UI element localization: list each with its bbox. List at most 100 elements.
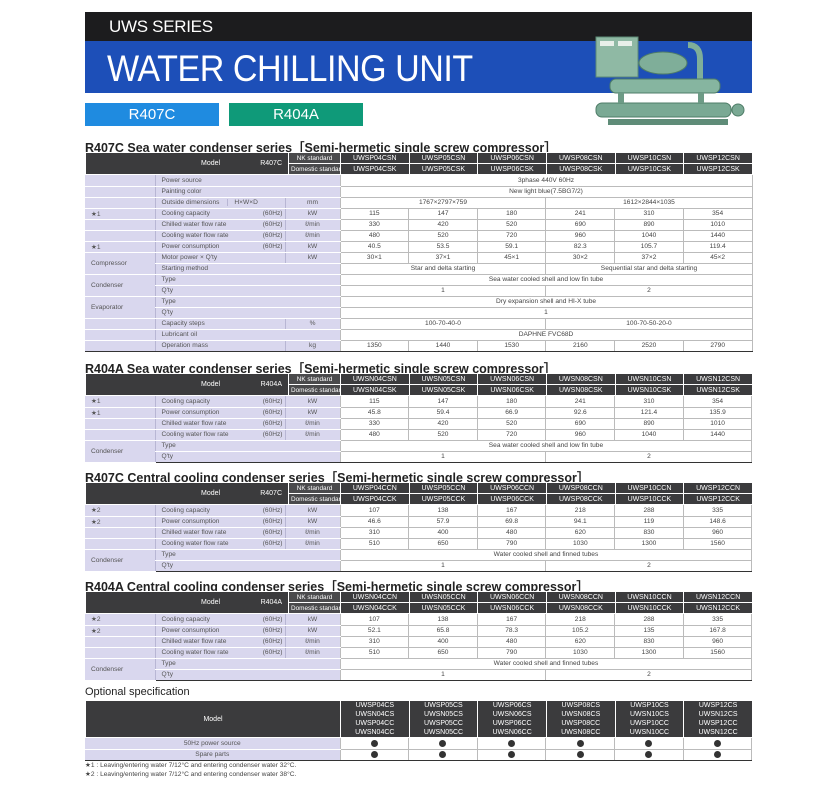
value-cell: 480 — [476, 527, 547, 539]
value-cell: 620 — [545, 527, 616, 539]
model-name-nk: UWSN04CCN — [340, 591, 410, 603]
model-name: UWSP05CC — [424, 720, 463, 727]
note-star — [85, 647, 155, 659]
value-cell: 115 — [339, 396, 410, 408]
model-name-domestic: UWSP06CSK — [477, 163, 547, 175]
value-cell: 1030 — [545, 647, 616, 659]
unit-label: kW — [284, 505, 340, 517]
unit-label: kW — [284, 252, 341, 264]
row-label-text: Type — [161, 660, 176, 667]
frequency-label: (60Hz) — [262, 540, 283, 547]
nk-standard-label: NK standard — [288, 482, 341, 494]
row-label-text: Type — [161, 298, 176, 305]
value-cell: 2 — [545, 451, 753, 463]
value-cell: Sea water cooled shell and low fin tube — [339, 440, 753, 452]
value-cell: 241 — [545, 396, 616, 408]
value-cell: Star and delta starting — [339, 263, 547, 275]
note-star: ★2 — [85, 625, 155, 637]
row-label: Q'ty — [154, 307, 341, 319]
value-cell: 180 — [476, 396, 547, 408]
model-names: UWSP05CS UWSN05CS UWSP05CC UWSN05CC — [408, 700, 479, 738]
value-cell: 480 — [339, 429, 410, 441]
model-name: UWSP06CS — [492, 702, 532, 709]
unit-label: kW — [284, 625, 340, 637]
row-label: Cooling capacity (60Hz) — [154, 208, 285, 220]
model-name-domestic: UWSP12CCK — [683, 493, 753, 505]
table-row: Power source 3phase 440V 60Hz — [85, 175, 753, 187]
section-title: R404A Sea water condenser series［Semi-he… — [85, 362, 557, 376]
value-cell: 1030 — [545, 538, 616, 550]
row-label-text: Power consumption — [161, 409, 220, 416]
frequency-label: (60Hz) — [262, 638, 283, 645]
header-row: Model R407C NK standard UWSP04CCN UWSP05CCN U… — [85, 482, 753, 505]
table-row: Q'ty 1 2 — [85, 285, 753, 297]
table-row: Q'ty 1 2 — [85, 560, 753, 572]
unit-label: kg — [284, 340, 341, 352]
value-cell: 2790 — [682, 340, 753, 352]
table-row: Chilled water flow rate (60Hz) ℓ/min 310 400… — [85, 636, 753, 648]
model-name: UWSN08CC — [561, 729, 601, 736]
model-name-domestic: UWSP10CCK — [614, 493, 685, 505]
value-cell: 121.4 — [614, 407, 684, 419]
value-cell: 335 — [682, 614, 753, 626]
row-label: 50Hz power source — [85, 738, 340, 750]
frequency-label: (60Hz) — [262, 397, 283, 405]
value-cell: 147 — [408, 396, 478, 408]
value-cell: 138 — [408, 505, 478, 517]
value-cell: 1440 — [682, 230, 753, 242]
model-name: UWSN10CC — [629, 729, 670, 736]
series-label: UWS SERIES — [109, 17, 213, 36]
unit-label: ℓ/min — [284, 230, 341, 242]
note-star: ★2 — [85, 614, 155, 626]
value-cell: 830 — [614, 527, 684, 539]
table-row: Cooling water flow rate (60Hz) ℓ/min 510 650… — [85, 538, 753, 550]
model-name-domestic: UWSP06CCK — [477, 493, 547, 505]
spec-table-r407c-sea: Model R407C NK standard UWSP04CSN UWSP05CSN U… — [85, 152, 753, 352]
nk-standard-label: NK standard — [288, 152, 341, 164]
value-cell: 2 — [545, 285, 753, 297]
model-name-domestic: UWSP08CSK — [545, 163, 616, 175]
available-dot-icon — [576, 739, 584, 747]
header-row: Model R407C NK standard UWSP04CSN UWSP05CSN U… — [85, 152, 753, 175]
model-name-nk: UWSN06CCN — [477, 591, 547, 603]
value-cell: 30×2 — [545, 252, 616, 264]
value-cell: 59.4 — [408, 407, 478, 419]
spec-table-r404a-central: Model R404A NK standard UWSN04CCN UWSN05CCN U… — [85, 591, 753, 681]
header-row: Model R404A NK standard UWSN04CCN UWSN05CCN U… — [85, 591, 753, 614]
table-body: ★2 Cooling capacity (60Hz) kW 107 138 167 218 28… — [85, 505, 753, 572]
model-header: Model R404A — [85, 591, 289, 614]
value-cell: 92.6 — [545, 407, 616, 419]
domestic-standard-label: Domestic standard — [288, 384, 341, 396]
row-label-text: Chilled water flow rate — [161, 221, 227, 228]
unit-label: ℓ/min — [284, 636, 340, 648]
value-cell: 1300 — [614, 647, 684, 659]
note-star: ★1 — [85, 208, 155, 220]
value-cell: 57.9 — [408, 516, 478, 528]
model-name: UWSP04CS — [355, 702, 395, 709]
value-cell: 2 — [545, 560, 753, 572]
model-name: UWSN12CC — [698, 729, 738, 736]
value-cell: 105.2 — [545, 625, 616, 637]
value-cell — [339, 749, 410, 761]
model-name-nk: UWSP12CCN — [683, 482, 753, 494]
value-cell — [408, 749, 478, 761]
row-label-text: Capacity steps — [161, 320, 205, 327]
frequency-label: (60Hz) — [262, 431, 283, 438]
table-row: Spare parts — [85, 749, 753, 761]
value-cell: 1040 — [614, 230, 684, 242]
model-label: Model — [201, 599, 221, 606]
value-cell: 1767×2797×759 — [339, 197, 547, 209]
model-name-domestic: UWSN04CSK — [340, 384, 410, 396]
unit-label: ℓ/min — [284, 429, 340, 441]
model-header: Model R404A — [85, 373, 289, 396]
value-cell: 1530 — [476, 340, 547, 352]
table-body: Power source 3phase 440V 60Hz Painting col… — [85, 175, 753, 352]
model-name-nk: UWSN12CSN — [683, 373, 753, 385]
header-row: Domestic standard UWSP04CSK UWSP05CSK UWSP0… — [86, 163, 753, 175]
domestic-standard-label: Domestic standard — [288, 493, 341, 505]
row-label: Q'ty — [154, 451, 340, 463]
model-name-domestic: UWSP08CCK — [545, 493, 616, 505]
row-label: Type — [154, 549, 340, 561]
model-label: Model — [201, 490, 221, 497]
row-label: Lubricant oil — [154, 329, 341, 341]
